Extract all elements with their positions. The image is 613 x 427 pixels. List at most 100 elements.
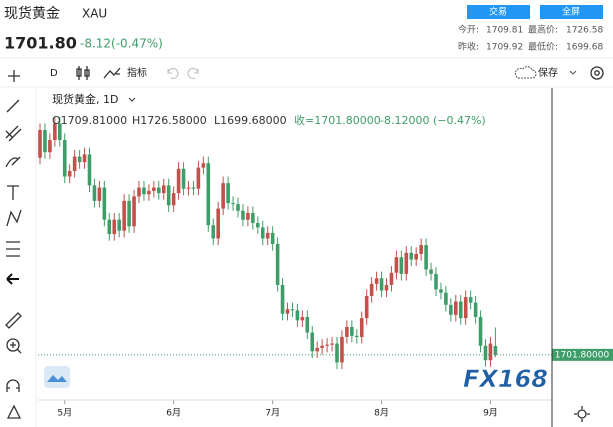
candle-body xyxy=(171,193,176,206)
cloud-icon[interactable] xyxy=(514,66,537,79)
candle-body xyxy=(112,219,117,235)
candle-body xyxy=(384,284,389,291)
candle-body xyxy=(429,269,433,274)
candle-body xyxy=(58,123,62,140)
candle-body xyxy=(280,284,285,314)
x-tick-label: 9月 xyxy=(483,408,498,419)
candle-body xyxy=(53,123,57,140)
candle-body xyxy=(92,185,97,201)
last-price-tag xyxy=(552,348,613,361)
candle-body xyxy=(359,318,364,337)
indicators-button[interactable]: 指标 xyxy=(127,66,147,79)
candle-body xyxy=(221,183,225,209)
candle-body xyxy=(379,278,384,291)
candle-body xyxy=(290,309,295,311)
candle-body xyxy=(142,187,146,195)
candle-body xyxy=(132,196,136,227)
fullscreen-button[interactable] xyxy=(540,5,603,19)
x-tick-label: 7月 xyxy=(265,408,280,419)
crosshair-tool[interactable] xyxy=(8,70,20,82)
stat-label: 昨收: xyxy=(458,41,479,53)
candle-body xyxy=(419,245,423,254)
candle-body xyxy=(72,156,77,171)
prediction-tool[interactable] xyxy=(6,241,20,257)
pattern-tool[interactable] xyxy=(6,209,22,227)
fullscreen-button-label[interactable]: 全屏 xyxy=(562,6,580,18)
stat-label: 最低价: xyxy=(528,41,558,53)
candle-body xyxy=(399,257,404,274)
candle-body xyxy=(211,225,216,239)
legend-chevron[interactable] xyxy=(128,97,136,102)
settings-icon[interactable] xyxy=(590,66,604,80)
candle-body xyxy=(439,289,443,293)
candle-body xyxy=(38,130,42,158)
candle-body xyxy=(369,283,374,296)
candle-body xyxy=(374,278,379,284)
candle-body xyxy=(161,185,166,194)
stat-value: 1709.92 xyxy=(486,43,523,53)
candle-body xyxy=(97,187,102,201)
candle-body xyxy=(409,252,414,260)
back-tool[interactable] xyxy=(6,273,19,285)
interval-button[interactable]: D xyxy=(50,68,58,79)
candle-body xyxy=(137,187,141,197)
fx168-watermark: FX168 xyxy=(463,365,548,393)
trade-button[interactable] xyxy=(467,5,530,19)
last-price-label: 1701.80000 xyxy=(555,350,610,360)
candle-body xyxy=(62,140,67,177)
candle-body xyxy=(260,227,265,239)
candle-body xyxy=(350,326,354,336)
redo-icon[interactable] xyxy=(187,67,199,79)
candle-body xyxy=(122,200,126,231)
undo-icon[interactable] xyxy=(167,67,179,79)
candle-body xyxy=(236,204,240,211)
zoom-tool[interactable] xyxy=(6,338,22,354)
stat-value: 1726.58 xyxy=(566,26,603,36)
indicator-icon[interactable] xyxy=(103,67,121,79)
candle-body xyxy=(355,335,359,337)
candle-body xyxy=(201,163,206,168)
candle-body xyxy=(181,168,186,189)
watermark xyxy=(44,366,70,388)
candle-body xyxy=(117,219,121,231)
ohlc-label: -8.12000 (−0.47%) xyxy=(380,114,486,127)
trendline-tool[interactable] xyxy=(6,99,20,113)
candle-body xyxy=(315,348,319,352)
ruler-tool[interactable] xyxy=(5,312,22,329)
candle-body xyxy=(320,345,324,348)
candle-body xyxy=(152,187,156,191)
instrument-symbol: XAU xyxy=(82,7,107,21)
candle-body xyxy=(458,301,463,319)
price-change: -8.12(-0.47%) xyxy=(80,37,163,51)
stat-label: 今开: xyxy=(458,24,479,36)
brush-tool[interactable] xyxy=(5,156,21,168)
save-button[interactable]: 保存 xyxy=(538,66,558,79)
ohlc-label: L1699.68000 xyxy=(214,114,287,127)
save-menu-chevron[interactable] xyxy=(569,70,577,75)
time-axis-settings[interactable] xyxy=(574,406,590,422)
candle-body xyxy=(43,130,47,153)
candle-body xyxy=(340,336,344,363)
chart-style-icon[interactable] xyxy=(76,66,90,80)
text-tool[interactable] xyxy=(7,185,19,200)
candle-body xyxy=(483,345,488,361)
candle-body xyxy=(67,170,72,177)
magnet-tool[interactable] xyxy=(6,379,20,392)
candle-body xyxy=(454,301,458,315)
candle-body xyxy=(449,304,453,315)
trade-button-label[interactable]: 交易 xyxy=(489,6,507,18)
eraser-tool[interactable] xyxy=(6,404,22,419)
candle-body xyxy=(434,273,438,290)
x-tick-label: 8月 xyxy=(374,408,389,419)
fib-tool[interactable] xyxy=(5,125,22,142)
candle-body xyxy=(345,326,349,337)
candle-body xyxy=(216,208,220,239)
candle-body xyxy=(265,232,270,239)
candle-body xyxy=(463,297,468,319)
candle-body xyxy=(310,332,315,352)
candle-body xyxy=(256,222,260,228)
candle-body xyxy=(186,187,191,189)
x-tick-label: 6月 xyxy=(166,408,181,419)
instrument-name: 现货黄金 xyxy=(4,5,60,22)
